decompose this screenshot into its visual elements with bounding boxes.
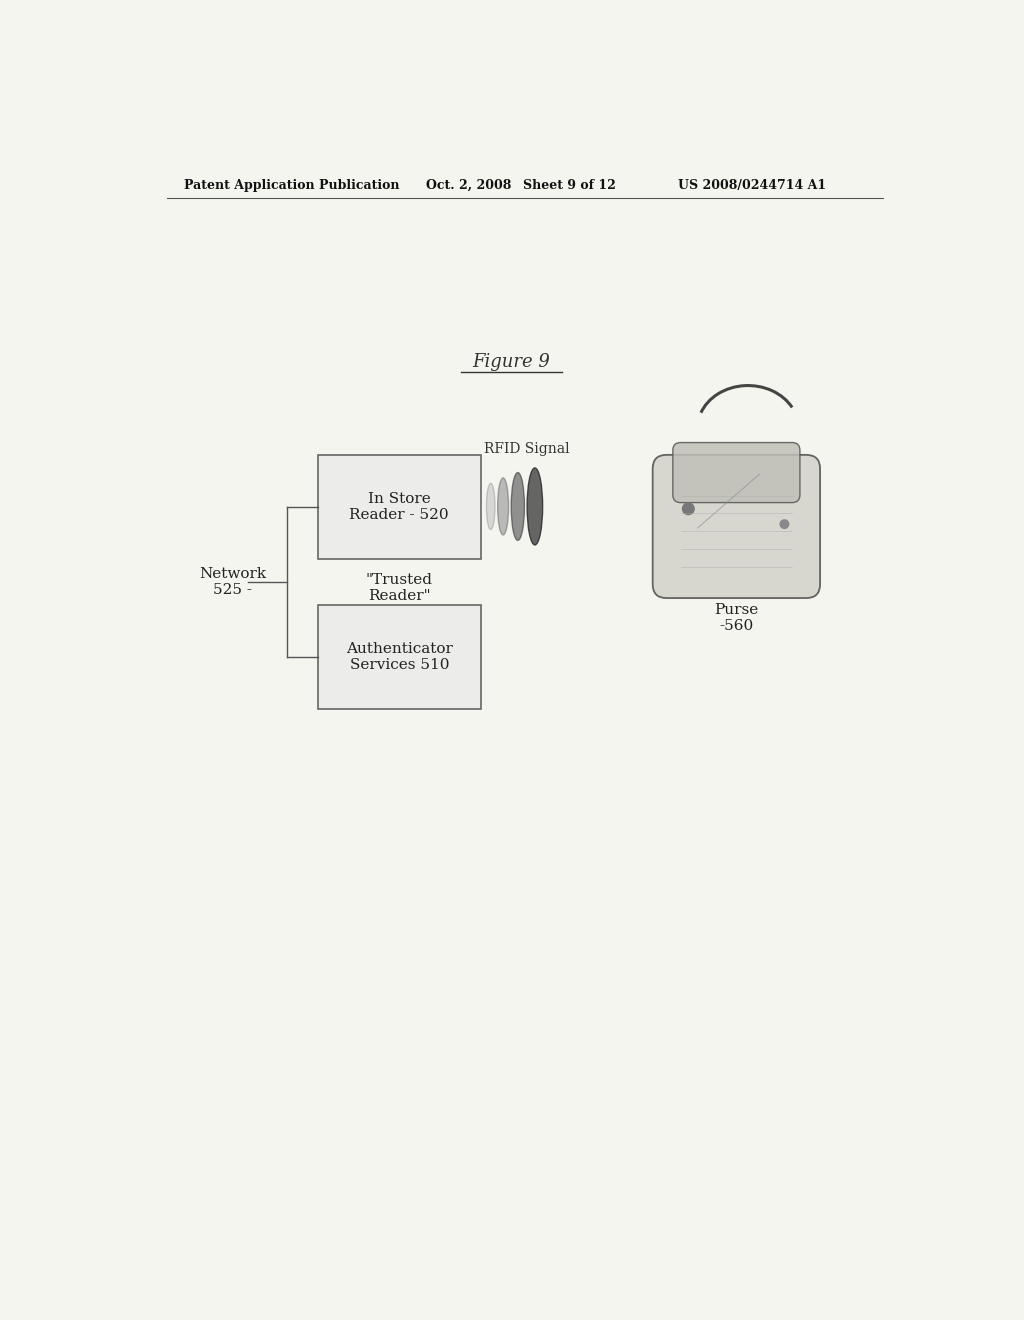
Text: Patent Application Publication: Patent Application Publication <box>183 178 399 191</box>
FancyBboxPatch shape <box>317 455 480 558</box>
Circle shape <box>780 520 788 528</box>
Text: Sheet 9 of 12: Sheet 9 of 12 <box>523 178 616 191</box>
Ellipse shape <box>498 478 509 535</box>
Text: RFID Signal: RFID Signal <box>484 442 570 457</box>
Text: Figure 9: Figure 9 <box>473 354 551 371</box>
Text: Purse
-560: Purse -560 <box>715 603 759 632</box>
Text: US 2008/0244714 A1: US 2008/0244714 A1 <box>678 178 826 191</box>
FancyBboxPatch shape <box>652 455 820 598</box>
Text: Network
525 -: Network 525 - <box>199 566 266 597</box>
Ellipse shape <box>527 469 543 545</box>
FancyBboxPatch shape <box>317 605 480 709</box>
Text: Authenticator
Services 510: Authenticator Services 510 <box>346 642 453 672</box>
Ellipse shape <box>486 483 495 529</box>
Text: "Trusted
Reader": "Trusted Reader" <box>366 573 433 603</box>
Circle shape <box>683 503 694 515</box>
Text: In Store
Reader - 520: In Store Reader - 520 <box>349 492 450 521</box>
Ellipse shape <box>511 473 524 540</box>
Text: Oct. 2, 2008: Oct. 2, 2008 <box>426 178 512 191</box>
FancyBboxPatch shape <box>673 442 800 503</box>
